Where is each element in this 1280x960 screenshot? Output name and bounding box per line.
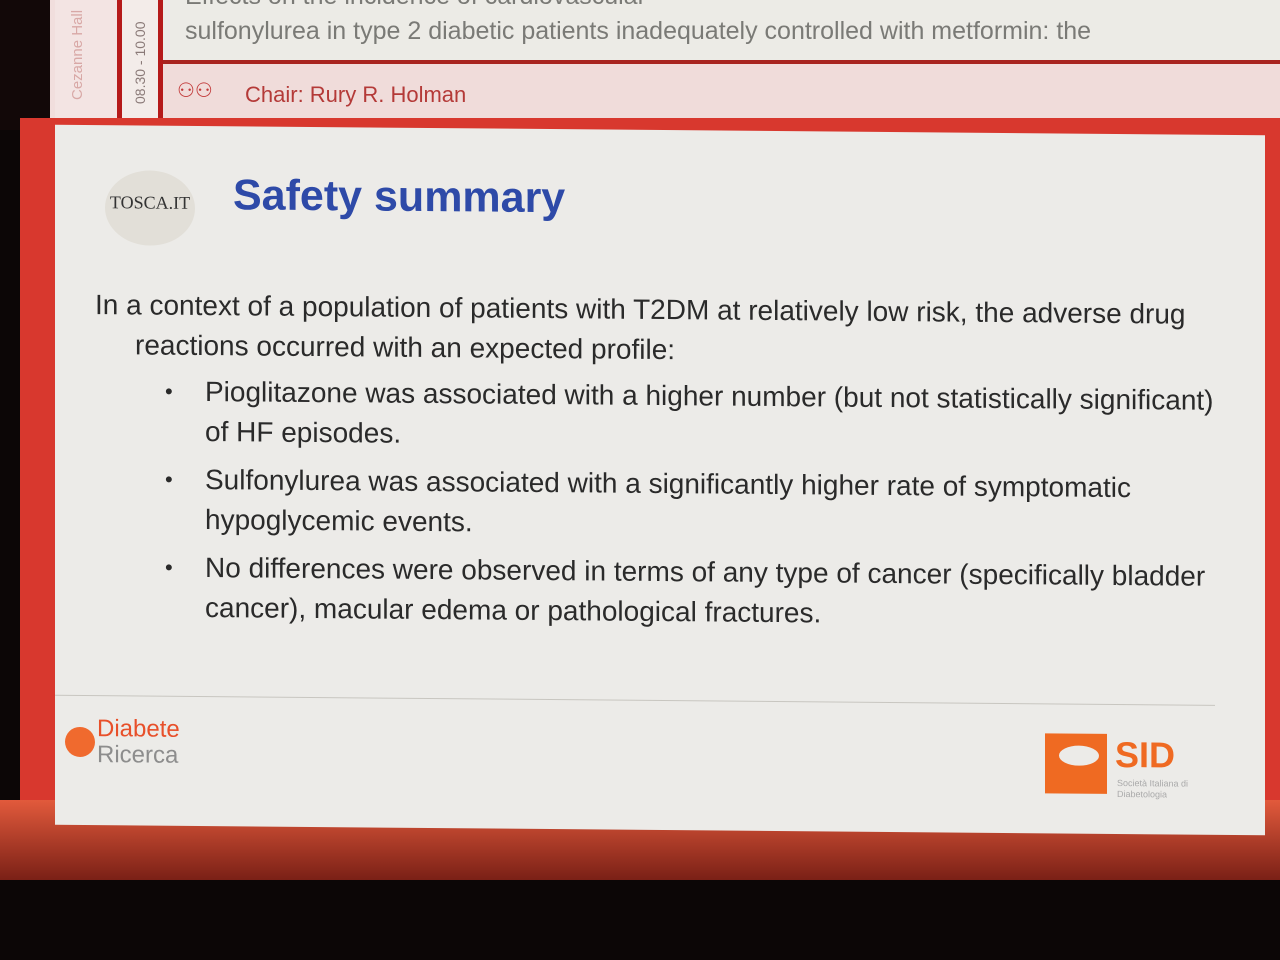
talk-title-line1: Effects on the incidence of cardiovascul… xyxy=(185,0,646,11)
logo-line2: Ricerca xyxy=(97,741,179,769)
logo-line1: Diabete xyxy=(97,715,180,743)
slide-title: Safety summary xyxy=(233,171,566,223)
chair-text: Chair: Rury R. Holman xyxy=(245,82,467,107)
drop-icon xyxy=(65,726,95,758)
time-label: 08.30 - 10.00 xyxy=(122,0,163,120)
room-text: Cezanne Hall xyxy=(69,9,86,100)
bullet-item: Sulfonylurea was associated with a signi… xyxy=(165,460,1225,549)
talk-title-line2: sulfonylurea in type 2 diabetic patients… xyxy=(185,17,1092,45)
logo-text: TOSCA.IT xyxy=(109,192,191,213)
people-at-table-icon: ⚇⚇ xyxy=(177,80,213,102)
slide: TOSCA.IT Safety summary In a context of … xyxy=(55,124,1265,836)
talk-title: Effects on the incidence of cardiovascul… xyxy=(163,0,1280,64)
time-text: 08.30 - 10.00 xyxy=(132,21,148,104)
sid-mark-icon xyxy=(1045,733,1107,794)
sid-subtext: Società Italiana di Diabetologia xyxy=(1117,777,1189,800)
footer-divider xyxy=(55,694,1215,706)
chair-bar: ⚇⚇ Chair: Rury R. Holman xyxy=(163,64,1280,118)
room-label: Cezanne Hall xyxy=(55,0,122,120)
intro-text: In a context of a population of patients… xyxy=(95,289,1186,366)
slide-body: In a context of a population of patients… xyxy=(95,285,1225,645)
bullet-list: Pioglitazone was associated with a highe… xyxy=(165,372,1225,637)
bullet-item: No differences were observed in terms of… xyxy=(165,548,1225,637)
sid-text: SID xyxy=(1115,733,1176,776)
toscait-logo: TOSCA.IT xyxy=(105,170,195,246)
bullet-item: Pioglitazone was associated with a highe… xyxy=(165,372,1225,461)
background xyxy=(0,0,50,130)
